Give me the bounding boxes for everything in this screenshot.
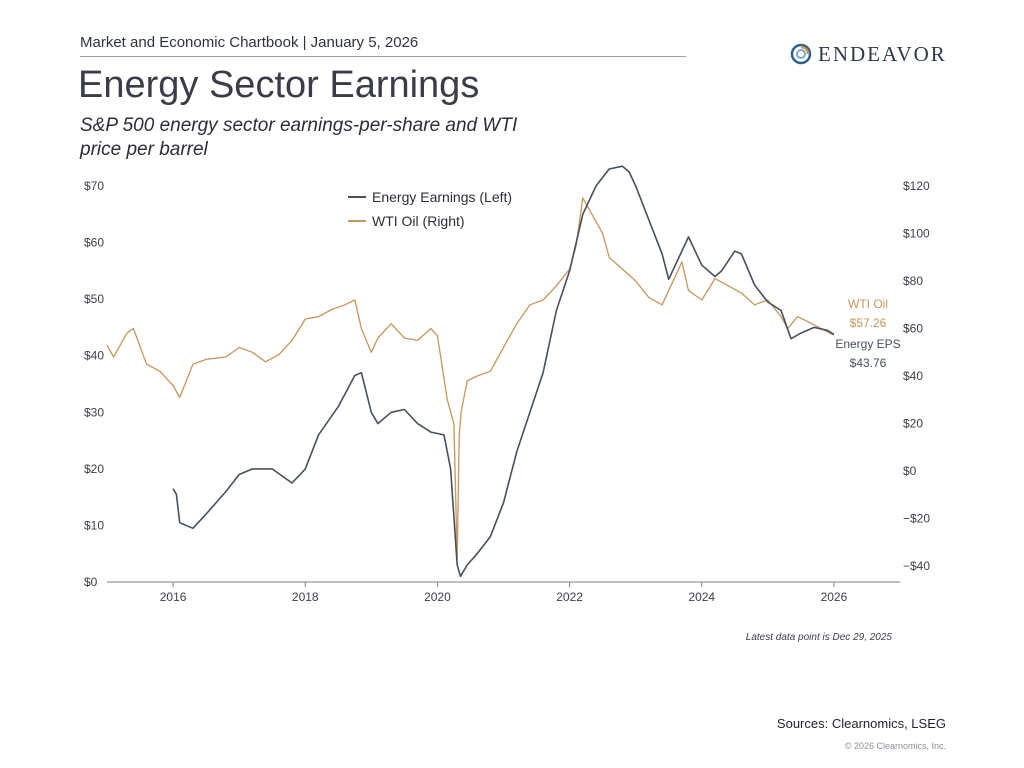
wti-oil-line (106, 197, 835, 560)
y-right-tick-label: $60 (903, 322, 923, 336)
y-left-tick-label: $0 (84, 575, 98, 589)
y-left-tick-label: $20 (84, 462, 104, 476)
eps-end-value: $43.76 (850, 356, 887, 370)
latest-data-footnote: Latest data point is Dec 29, 2025 (745, 632, 892, 643)
chartbook-header: Market and Economic Chartbook | January … (80, 34, 419, 51)
x-tick-label: 2026 (821, 590, 848, 604)
sources-note: Sources: Clearnomics, LSEG (776, 716, 946, 731)
y-left-tick-label: $70 (84, 179, 104, 193)
legend-label-oil: WTI Oil (Right) (372, 213, 465, 229)
x-tick-label: 2016 (160, 590, 187, 604)
y-left-tick-label: $30 (84, 405, 104, 419)
eps-end-label: Energy EPS (835, 337, 900, 351)
energy-eps-line (172, 165, 835, 578)
y-left-tick-label: $10 (84, 518, 104, 532)
y-right-tick-label: −$40 (903, 559, 930, 573)
page-subtitle: S&P 500 energy sector earnings-per-share… (80, 115, 518, 160)
y-right-tick-label: $20 (903, 417, 923, 431)
x-tick-label: 2020 (424, 590, 451, 604)
y-right-tick-label: −$20 (903, 512, 930, 526)
x-tick-label: 2022 (556, 590, 583, 604)
y-right-tick-label: $40 (903, 369, 923, 383)
y-right-tick-label: $100 (903, 227, 930, 241)
x-tick-label: 2018 (292, 590, 319, 604)
oil-end-label: WTI Oil (848, 297, 888, 311)
y-left-tick-label: $40 (84, 349, 104, 363)
oil-end-value: $57.26 (850, 316, 887, 330)
y-right-tick-label: $120 (903, 179, 930, 193)
y-right-tick-label: $80 (903, 274, 923, 288)
y-left-tick-label: $60 (84, 236, 104, 250)
page-title: Energy Sector Earnings (78, 64, 480, 106)
logo-text: ENDEAVOR (818, 41, 947, 66)
legend-label-eps: Energy Earnings (Left) (372, 189, 512, 205)
header-rule (80, 56, 686, 57)
endeavor-logo: ENDEAVOR (790, 40, 947, 68)
endeavor-logo-icon (790, 43, 812, 65)
copyright-note: © 2026 Clearnomics, Inc. (844, 741, 946, 751)
y-right-tick-label: $0 (903, 464, 917, 478)
y-left-tick-label: $50 (84, 292, 104, 306)
x-tick-label: 2024 (688, 590, 715, 604)
